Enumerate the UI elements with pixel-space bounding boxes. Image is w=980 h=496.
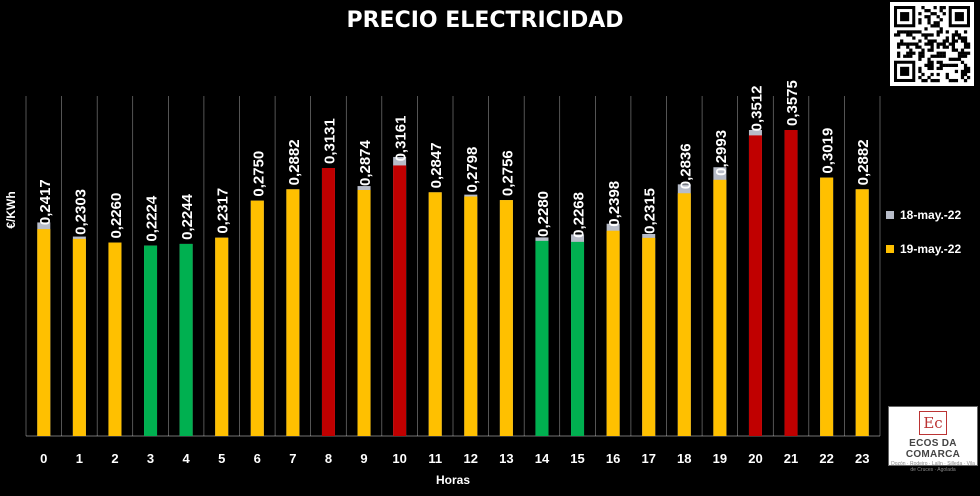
- bar-19-may-hour-0: [37, 229, 51, 436]
- data-label-hour-13: 0,2756: [499, 150, 516, 196]
- x-tick-label-10: 10: [392, 451, 406, 466]
- data-label-hour-0: 0,2417: [37, 179, 54, 225]
- legend-item-19-may: 19-may.-22: [886, 239, 961, 259]
- bar-19-may-hour-1: [72, 238, 86, 436]
- bar-19-may-hour-20: [748, 135, 762, 436]
- bar-19-may-hour-5: [215, 237, 229, 436]
- x-tick-label-23: 23: [855, 451, 869, 466]
- ecos-da-comarca-logo: Ec ECOS DA COMARCA Dozón · Rodeiro · Lal…: [888, 406, 978, 473]
- legend-swatch-19-may: [886, 245, 894, 253]
- x-tick-label-8: 8: [325, 451, 332, 466]
- chart-title: PRECIO ELECTRICIDAD: [346, 8, 624, 33]
- x-tick-label-16: 16: [606, 451, 620, 466]
- bar-19-may-hour-11: [428, 192, 442, 436]
- data-label-hour-5: 0,2317: [215, 188, 232, 234]
- bar-19-may-hour-18: [677, 193, 691, 436]
- bar-19-may-hour-13: [499, 200, 513, 436]
- bar-19-may-hour-19: [713, 179, 727, 436]
- x-tick-label-2: 2: [111, 451, 118, 466]
- data-label-hour-18: 0,2836: [677, 143, 694, 189]
- bar-19-may-hour-14: [535, 240, 549, 436]
- data-label-hour-6: 0,2750: [250, 151, 267, 197]
- bar-19-may-hour-15: [571, 241, 585, 436]
- bar-19-may-hour-8: [321, 168, 335, 437]
- data-label-hour-9: 0,2874: [357, 139, 374, 186]
- data-label-hour-3: 0,2224: [144, 195, 161, 242]
- data-label-hour-8: 0,3131: [321, 118, 338, 164]
- bar-19-may-hour-22: [820, 177, 834, 436]
- bar-19-may-hour-16: [606, 230, 620, 436]
- logo-name: ECOS DA COMARCA: [905, 438, 961, 460]
- logo-tagline: Dozón · Rodeiro · Lalín · Silleda · Vila…: [891, 461, 975, 473]
- data-label-hour-7: 0,2882: [286, 139, 303, 185]
- x-tick-label-18: 18: [677, 451, 691, 466]
- y-axis-title: €/KWh: [4, 191, 18, 228]
- qr-code: [890, 2, 974, 86]
- legend-item-18-may: 18-may.-22: [886, 205, 961, 225]
- x-tick-label-11: 11: [428, 451, 442, 466]
- bar-19-may-hour-10: [393, 165, 407, 436]
- x-tick-label-0: 0: [40, 451, 47, 466]
- data-label-hour-15: 0,2268: [571, 192, 588, 238]
- data-label-hour-20: 0,3512: [748, 86, 765, 132]
- bar-19-may-hour-7: [286, 189, 300, 436]
- x-tick-label-13: 13: [499, 451, 513, 466]
- data-label-hour-23: 0,2882: [855, 139, 872, 185]
- legend: 18-may.-22 19-may.-22: [886, 205, 961, 273]
- bar-19-may-hour-12: [464, 196, 478, 436]
- x-tick-label-19: 19: [713, 451, 727, 466]
- data-label-hour-12: 0,2798: [464, 147, 481, 193]
- data-label-hour-4: 0,2244: [179, 193, 196, 240]
- x-tick-label-4: 4: [183, 451, 191, 466]
- legend-swatch-18-may: [886, 211, 894, 219]
- bar-19-may-hour-23: [855, 189, 869, 436]
- data-label-hour-10: 0,3161: [393, 116, 410, 162]
- x-tick-label-21: 21: [784, 451, 798, 466]
- legend-label-18-may: 18-may.-22: [900, 208, 962, 222]
- data-label-hour-16: 0,2398: [606, 181, 623, 227]
- data-label-hour-1: 0,2303: [72, 189, 89, 235]
- logo-mark: Ec: [919, 411, 947, 435]
- x-tick-label-5: 5: [218, 451, 225, 466]
- data-label-hour-11: 0,2847: [428, 142, 445, 188]
- bar-19-may-hour-6: [250, 200, 264, 436]
- data-label-hour-14: 0,2280: [535, 191, 552, 237]
- x-tick-label-14: 14: [535, 451, 550, 466]
- qr-code-icon: [894, 6, 971, 83]
- bar-19-may-hour-4: [179, 243, 193, 436]
- bar-19-may-hour-21: [784, 130, 798, 436]
- x-tick-label-6: 6: [254, 451, 261, 466]
- x-tick-label-7: 7: [289, 451, 296, 466]
- bar-19-may-hour-17: [642, 237, 656, 436]
- data-label-hour-19: 0,2993: [713, 130, 730, 176]
- bar-19-may-hour-3: [144, 245, 158, 436]
- legend-label-19-may: 19-may.-22: [900, 242, 962, 256]
- data-label-hour-22: 0,3019: [820, 128, 837, 174]
- bar-19-may-hour-2: [108, 242, 122, 436]
- x-tick-label-9: 9: [360, 451, 367, 466]
- x-tick-label-3: 3: [147, 451, 154, 466]
- x-tick-label-12: 12: [464, 451, 478, 466]
- x-tick-label-1: 1: [76, 451, 83, 466]
- data-label-hour-2: 0,2260: [108, 193, 125, 239]
- x-axis-title: Horas: [436, 473, 470, 487]
- x-tick-label-20: 20: [748, 451, 762, 466]
- bar-19-may-hour-9: [357, 190, 371, 436]
- x-tick-label-17: 17: [641, 451, 655, 466]
- x-tick-label-22: 22: [819, 451, 833, 466]
- data-label-hour-17: 0,2315: [642, 188, 659, 234]
- data-label-hour-21: 0,3575: [784, 80, 801, 126]
- x-tick-label-15: 15: [570, 451, 584, 466]
